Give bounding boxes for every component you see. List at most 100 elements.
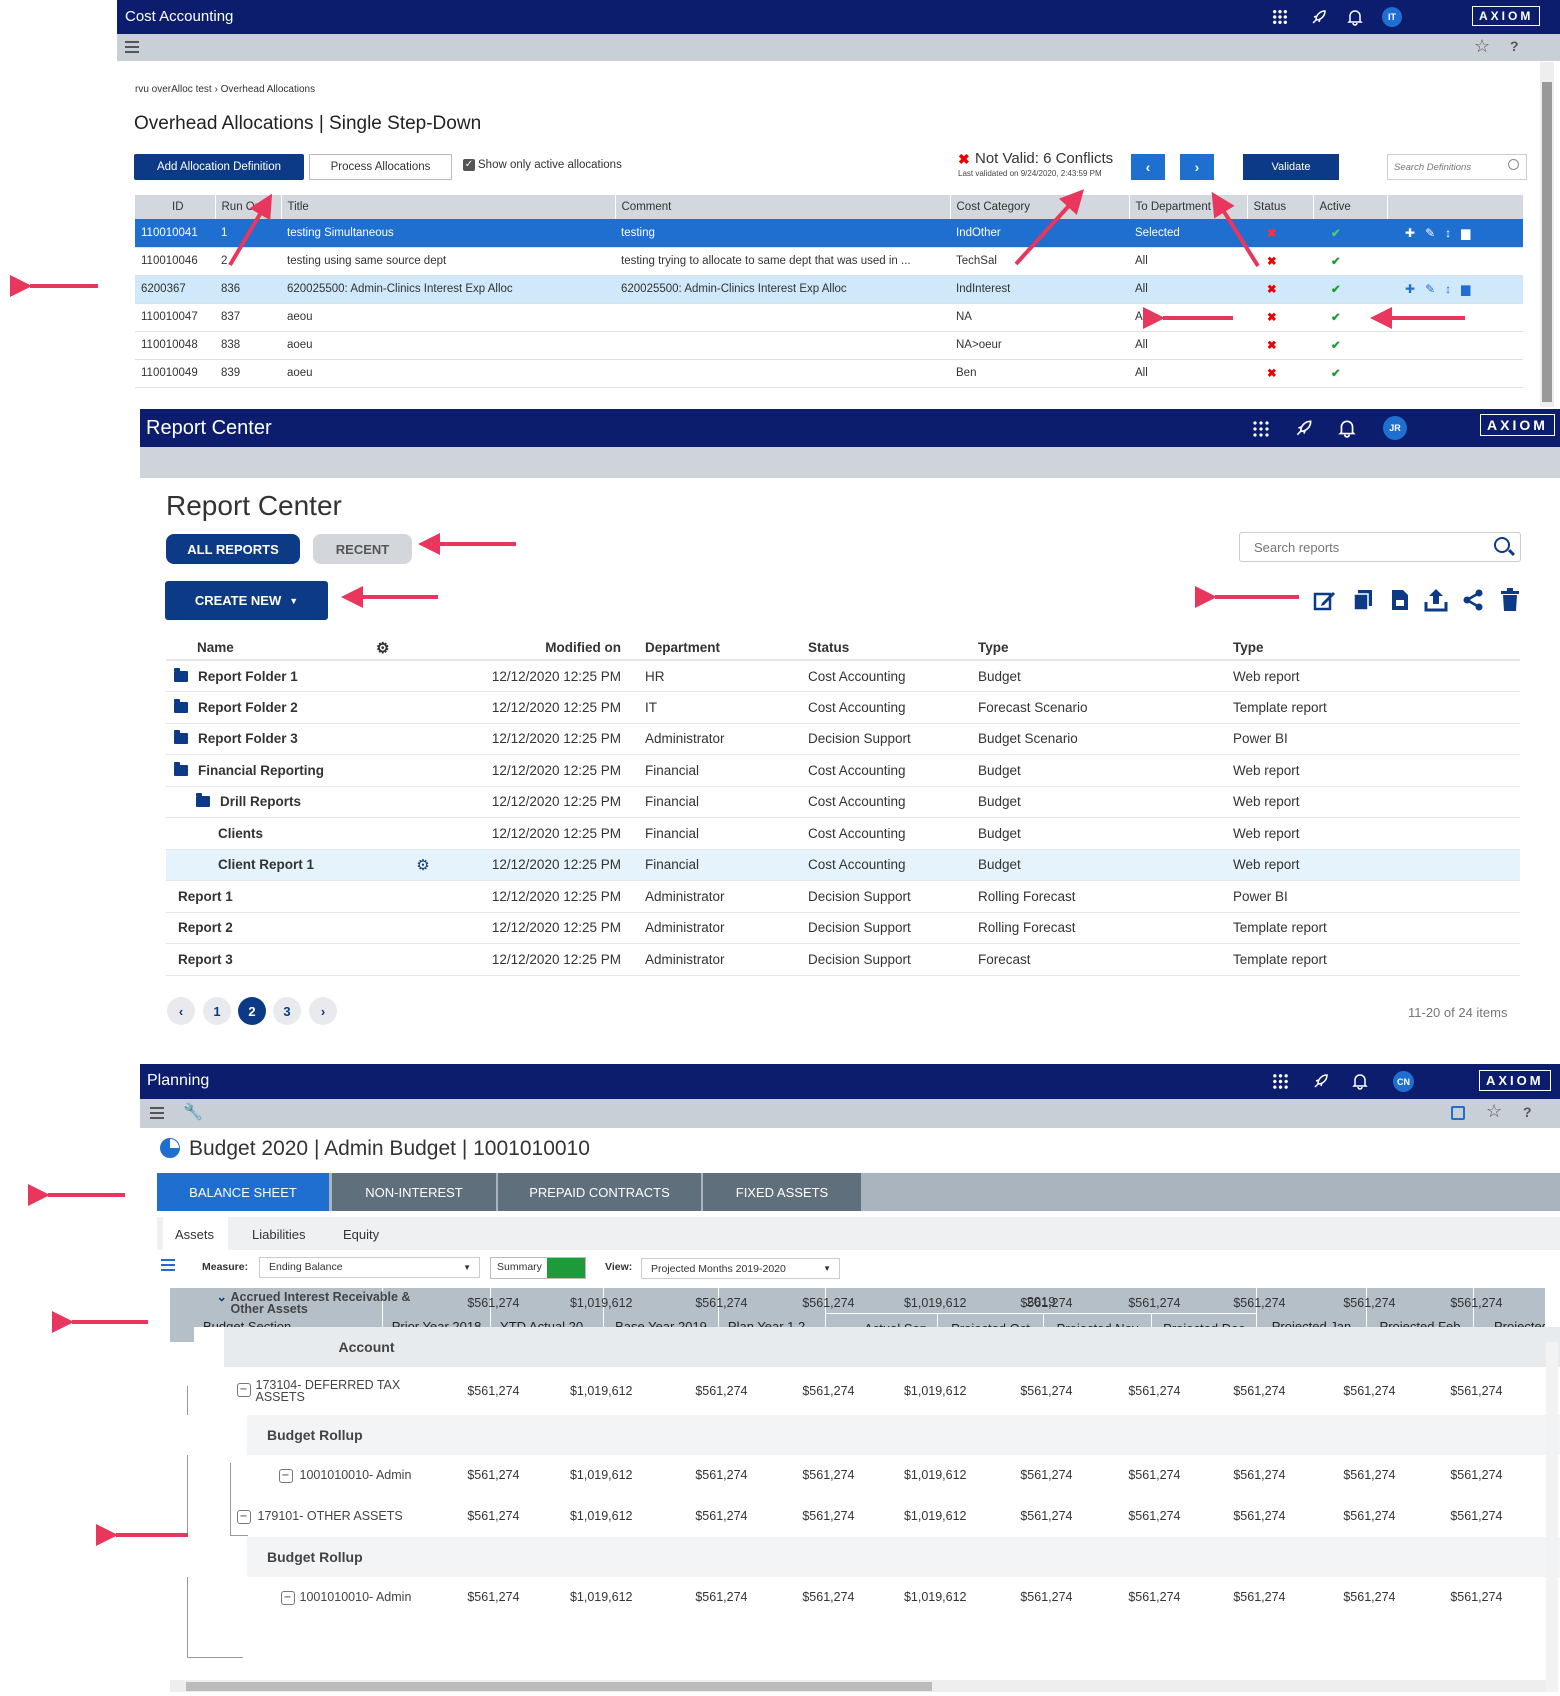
value-cell[interactable]: $561,274 <box>1020 1468 1073 1482</box>
bell-icon[interactable] <box>1338 418 1356 438</box>
copy-icon[interactable] <box>1352 589 1374 611</box>
value-cell[interactable]: $561,274 <box>467 1590 520 1604</box>
help-icon[interactable]: ? <box>1510 38 1519 54</box>
value-cell[interactable]: $1,019,612 <box>903 1509 967 1523</box>
table-row[interactable]: Report 2 12/12/2020 12:25 PM Administrat… <box>166 912 1520 944</box>
chevron-down-icon[interactable]: ⌄ <box>216 1290 227 1304</box>
value-cell[interactable]: $561,274 <box>467 1509 520 1523</box>
col-header-title[interactable]: Title <box>281 195 616 219</box>
horizontal-scrollbar[interactable] <box>170 1680 1546 1692</box>
value-cell[interactable]: $561,274 <box>802 1296 855 1310</box>
apps-grid-icon[interactable] <box>1252 420 1270 438</box>
tab-prepaid-contracts[interactable]: PREPAID CONTRACTS <box>498 1173 701 1211</box>
value-cell[interactable]: $561,274 <box>695 1468 748 1482</box>
value-cell[interactable]: $561,274 <box>1020 1384 1073 1398</box>
tab-fixed-assets[interactable]: FIXED ASSETS <box>703 1173 861 1211</box>
next-page-button[interactable]: › <box>309 997 337 1025</box>
table-row[interactable]: Drill Reports 12/12/2020 12:25 PM Financ… <box>166 786 1520 818</box>
bell-icon[interactable] <box>1347 8 1363 26</box>
value-cell[interactable]: $561,274 <box>1450 1468 1503 1482</box>
value-cell[interactable]: $561,274 <box>802 1590 855 1604</box>
table-row[interactable]: 110010048 838 aoeu NA>oeur All ✖ ✔ <box>135 331 1523 360</box>
star-icon[interactable]: ☆ <box>1474 36 1491 56</box>
grid-row[interactable]: −1001010010- Admin $561,274 $1,019,612 $56… <box>209 1577 1560 1617</box>
search-definitions-input[interactable] <box>1387 154 1527 180</box>
value-cell[interactable]: $561,274 <box>1450 1590 1503 1604</box>
value-cell[interactable]: $561,274 <box>467 1384 520 1398</box>
value-cell[interactable]: $561,274 <box>1343 1590 1396 1604</box>
user-avatar[interactable]: CN <box>1393 1071 1414 1092</box>
value-cell[interactable]: $561,274 <box>695 1509 748 1523</box>
value-cell[interactable]: $561,274 <box>1128 1468 1181 1482</box>
rocket-icon[interactable] <box>1312 1072 1330 1090</box>
value-cell[interactable]: $1,019,612 <box>569 1468 633 1482</box>
value-cell[interactable]: $561,274 <box>1450 1384 1503 1398</box>
table-row[interactable]: Report Folder 3 12/12/2020 12:25 PM Admi… <box>166 723 1520 755</box>
subtab-liabilities[interactable]: Liabilities <box>252 1227 306 1242</box>
next-conflict-button[interactable]: › <box>1180 154 1214 180</box>
breadcrumb-item[interactable]: rvu overAlloc test <box>135 84 212 95</box>
document-icon[interactable] <box>1390 589 1410 611</box>
value-cell[interactable]: $561,274 <box>467 1296 520 1310</box>
table-row[interactable]: Clients 12/12/2020 12:25 PM Financial Co… <box>166 817 1520 850</box>
col-header-budget-section[interactable]: Budget Section <box>170 1288 383 1342</box>
col-header-type-2[interactable]: Type <box>1233 636 1520 661</box>
value-cell[interactable]: $561,274 <box>1233 1509 1286 1523</box>
tab-recent[interactable]: RECENT <box>313 534 412 564</box>
value-cell[interactable]: $1,019,612 <box>569 1509 633 1523</box>
hamburger-menu-icon[interactable] <box>125 41 139 53</box>
value-cell[interactable]: $561,274 <box>802 1384 855 1398</box>
create-new-button[interactable]: CREATE NEW ▼ <box>165 581 328 620</box>
user-avatar[interactable]: JR <box>1383 416 1407 440</box>
value-cell[interactable]: $1,019,612 <box>903 1296 967 1310</box>
collapse-icon[interactable]: − <box>278 1468 293 1483</box>
previous-page-button[interactable]: ‹ <box>167 997 195 1025</box>
rocket-icon[interactable] <box>1294 418 1314 438</box>
value-cell[interactable]: $561,274 <box>1343 1296 1396 1310</box>
value-cell[interactable]: $1,019,612 <box>569 1296 633 1310</box>
page-button[interactable]: 1 <box>203 997 231 1025</box>
value-cell[interactable]: $1,019,612 <box>903 1590 967 1604</box>
breadcrumb-item[interactable]: Overhead Allocations <box>220 84 316 95</box>
value-cell[interactable]: $561,274 <box>1450 1296 1503 1310</box>
validate-button[interactable]: Validate <box>1243 154 1339 180</box>
tab-non-interest[interactable]: NON-INTEREST <box>332 1173 496 1211</box>
col-header-department[interactable]: Department <box>631 636 804 661</box>
apps-grid-icon[interactable] <box>1272 1073 1289 1090</box>
value-cell[interactable]: $1,019,612 <box>569 1384 633 1398</box>
value-cell[interactable]: $561,274 <box>1128 1296 1181 1310</box>
value-cell[interactable]: $1,019,612 <box>569 1590 633 1604</box>
value-cell[interactable]: $561,274 <box>1343 1468 1396 1482</box>
value-cell[interactable]: $561,274 <box>695 1590 748 1604</box>
value-cell[interactable]: $1,019,612 <box>903 1384 967 1398</box>
grid-row[interactable]: −1001010010- Admin $561,274 $1,019,612 $56… <box>209 1455 1560 1495</box>
page-button-current[interactable]: 2 <box>238 997 266 1025</box>
upload-icon[interactable] <box>1424 587 1448 612</box>
value-cell[interactable]: $561,274 <box>1128 1590 1181 1604</box>
edit-icon[interactable] <box>1313 590 1337 612</box>
value-cell[interactable]: $561,274 <box>802 1468 855 1482</box>
star-icon[interactable]: ☆ <box>1486 1101 1503 1121</box>
tab-all-reports[interactable]: ALL REPORTS <box>166 534 300 564</box>
subtab-assets[interactable]: Assets <box>163 1217 228 1250</box>
col-header-status[interactable]: Status <box>804 636 974 661</box>
bell-icon[interactable] <box>1352 1072 1368 1090</box>
apps-grid-icon[interactable] <box>1272 9 1288 25</box>
value-cell[interactable]: $561,274 <box>1020 1590 1073 1604</box>
view-select[interactable]: Projected Months 2019-2020 ▼ <box>641 1258 840 1279</box>
value-cell[interactable]: $561,274 <box>1128 1384 1181 1398</box>
value-cell[interactable]: $561,274 <box>1343 1509 1396 1523</box>
col-header-comment[interactable]: Comment <box>615 195 951 219</box>
grid-row[interactable]: ⌄ Accrued Interest Receivable & Other Ass… <box>209 1279 1560 1327</box>
vertical-scrollbar[interactable] <box>1540 62 1554 407</box>
table-row[interactable]: Report 1 12/12/2020 12:25 PM Administrat… <box>166 880 1520 913</box>
table-row[interactable]: 110010041 1 testing Simultaneous testing… <box>135 219 1523 248</box>
col-header-status[interactable]: Status <box>1247 195 1314 219</box>
collapse-icon[interactable]: − <box>280 1590 295 1605</box>
subtab-equity[interactable]: Equity <box>343 1227 380 1242</box>
value-cell[interactable]: $561,274 <box>1233 1296 1286 1310</box>
col-header-name[interactable]: Name <box>166 636 376 661</box>
table-row[interactable]: 110010049 839 aoeu Ben All ✖ ✔ <box>135 359 1523 388</box>
save-icon[interactable] <box>1451 1106 1465 1120</box>
grid-vertical-scrollbar[interactable] <box>1546 1342 1558 1692</box>
